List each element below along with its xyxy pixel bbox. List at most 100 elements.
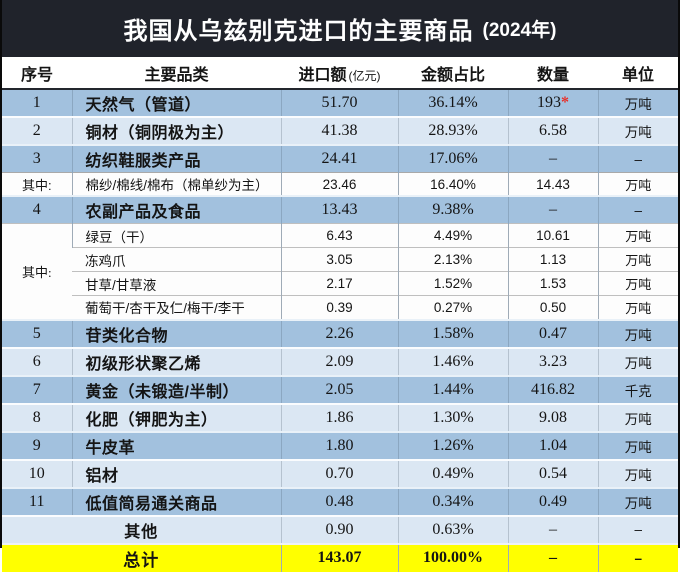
cell-quantity: 10.61 [507,223,598,248]
cell-import-amount: 6.43 [280,223,398,248]
cell-category-other: 其他 [2,514,281,544]
cell-quantity: 1.04 [507,430,598,460]
table-row: 10 铝材 0.70 0.49% 0.54 万吨 [2,458,678,488]
title-bar: 我国从乌兹别克进口的主要商品 (2024年) [2,0,678,57]
footnote-asterisk: * [561,94,569,111]
cell-share: 2.13% [397,247,508,272]
header-category: 主要品类 [72,57,281,90]
cell-quantity: 3.23 [507,346,598,376]
cell-category: 苷类化合物 [71,318,281,348]
table-row: 4 农副产品及食品 13.43 9.38% – – [2,195,678,224]
table-row: 6 初级形状聚乙烯 2.09 1.46% 3.23 万吨 [2,346,678,376]
header-import-amount-unit: (亿元) [348,68,381,83]
cell-import-amount: 24.41 [280,144,398,173]
cell-import-amount: 2.09 [280,346,398,376]
table-row: 7 黄金（未锻造/半制） 2.05 1.44% 416.82 千克 [2,374,678,404]
cell-quantity: 0.54 [507,458,598,488]
cell-quantity: 6.58 [507,116,598,145]
cell-unit: 万吨 [597,458,678,488]
cell-category: 黄金（未锻造/半制） [71,374,281,404]
cell-unit: – [597,514,678,544]
cell-serial: 8 [2,402,72,432]
cell-unit: 万吨 [597,116,678,145]
cell-share: 0.34% [397,486,508,516]
cell-serial: 3 [2,144,72,173]
cell-category: 纺织鞋服类产品 [71,144,281,173]
quantity-value: 193 [537,94,561,111]
table-row: 其他 0.90 0.63% – – [2,514,678,544]
cell-serial: 6 [2,346,72,376]
table-row: 9 牛皮革 1.80 1.26% 1.04 万吨 [2,430,678,460]
cell-import-amount: 2.26 [280,318,398,348]
cell-quantity: – [507,144,598,173]
cell-share: 0.27% [397,295,508,320]
table-row: 其中: 棉纱/棉线/棉布（棉单纱为主） 23.46 16.40% 14.43 万… [2,172,678,196]
cell-share: 1.30% [397,402,508,432]
cell-import-amount: 41.38 [280,116,398,145]
table-row: 2 铜材（铜阴极为主） 41.38 28.93% 6.58 万吨 [2,116,678,145]
cell-category: 棉纱/棉线/棉布（棉单纱为主） [71,172,281,196]
cell-serial: 10 [2,458,72,488]
table-row: 其中: 绿豆（干） 6.43 4.49% 10.61 万吨 [2,223,678,320]
cell-quantity: 9.08 [507,402,598,432]
cell-import-amount: 23.46 [280,172,398,196]
cell-import-amount: 2.05 [280,374,398,404]
table-row: 5 苷类化合物 2.26 1.58% 0.47 万吨 [2,318,678,348]
cell-import-amount: 3.05 [280,247,398,272]
cell-category: 化肥（钾肥为主） [71,402,281,432]
cell-share: 1.26% [397,430,508,460]
header-quantity: 数量 [508,57,598,90]
cell-share: 17.06% [397,144,508,173]
cell-share: 4.49% [397,223,508,248]
cell-serial: 7 [2,374,72,404]
cell-import-amount: 51.70 [280,88,398,117]
cell-unit: 万吨 [597,430,678,460]
cell-unit: – [597,195,678,224]
cell-category: 绿豆（干） [71,223,281,248]
table-row: 冻鸡爪 3.05 2.13% 1.13 万吨 [2,247,678,272]
cell-quantity: 1.13 [507,247,598,272]
cell-quantity: 193* [507,88,598,117]
cell-unit: 万吨 [597,271,678,296]
cell-quantity: 1.53 [507,271,598,296]
cell-share: 1.58% [397,318,508,348]
cell-share: 1.44% [397,374,508,404]
cell-unit: 万吨 [597,346,678,376]
cell-unit: 万吨 [597,402,678,432]
cell-group-label: 其中: [2,223,72,320]
cell-quantity: 416.82 [507,374,598,404]
cell-unit: 千克 [597,374,678,404]
cell-serial: 5 [2,318,72,348]
cell-category: 低值简易通关商品 [71,486,281,516]
cell-quantity: 0.47 [507,318,598,348]
page-title-year: (2024年) [482,20,557,41]
cell-unit: 万吨 [597,318,678,348]
cell-unit: 万吨 [597,486,678,516]
table-row: 3 纺织鞋服类产品 24.41 17.06% – – [2,144,678,173]
cell-quantity: 0.49 [507,486,598,516]
cell-share: 16.40% [397,172,508,196]
cell-group-label: 其中: [2,172,72,196]
cell-serial: 11 [2,486,72,516]
cell-unit: – [597,144,678,173]
header-import-amount: 进口额 (亿元) [281,57,398,90]
cell-import-amount: 0.48 [280,486,398,516]
cell-category: 葡萄干/杏干及仁/梅干/李干 [72,295,281,320]
cell-unit: 万吨 [597,247,678,272]
page-title: 我国从乌兹别克进口的主要商品 [123,18,474,45]
cell-share: 0.49% [397,458,508,488]
cell-quantity: 0.50 [507,295,598,320]
cell-unit: 万吨 [597,88,678,117]
cell-quantity: – [507,195,598,224]
cell-import-amount: 1.86 [280,402,398,432]
cell-category: 甘草/甘草液 [72,271,281,296]
cell-serial: 1 [2,88,72,117]
cell-category: 冻鸡爪 [72,247,281,272]
table-row: 8 化肥（钾肥为主） 1.86 1.30% 9.08 万吨 [2,402,678,432]
cell-category: 铜材（铜阴极为主） [71,116,281,145]
cell-import-amount: 0.39 [280,295,398,320]
table-row: 甘草/甘草液 2.17 1.52% 1.53 万吨 [2,271,678,296]
cell-category: 牛皮革 [71,430,281,460]
cell-import-amount: 1.80 [280,430,398,460]
